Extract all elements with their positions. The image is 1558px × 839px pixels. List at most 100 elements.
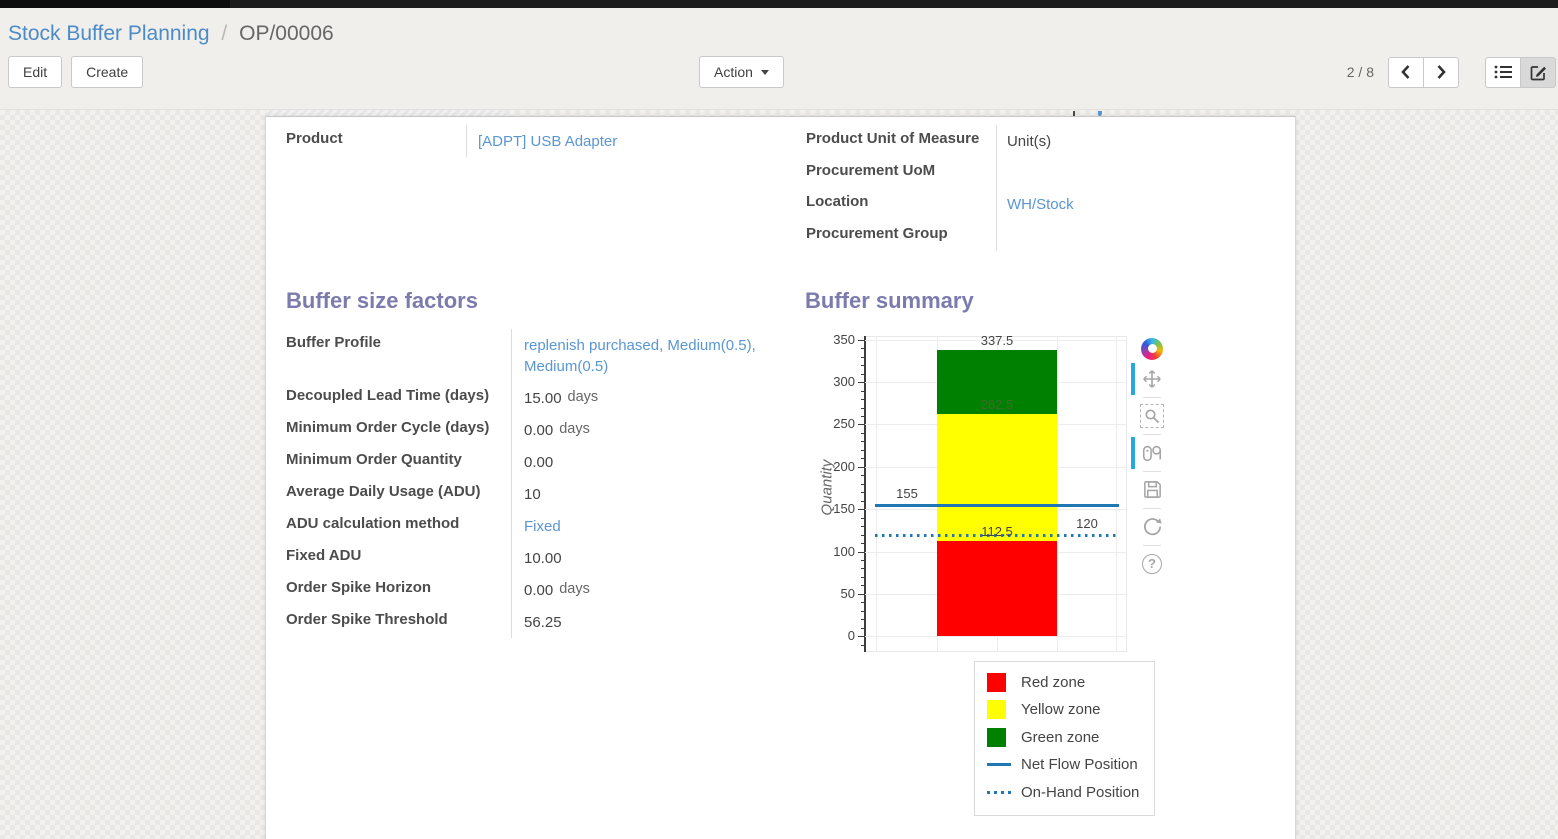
v-gridline [1057,335,1058,652]
breadcrumb-separator: / [221,22,228,45]
action-label: Action [714,64,753,80]
legend-swatch [987,727,1021,747]
pan-icon[interactable] [1131,362,1165,395]
field-value: Unit(s) [997,125,1295,157]
y-tick-label: 50 [840,585,855,601]
form-view-button[interactable] [1520,56,1556,88]
legend-swatch [987,700,1021,720]
field-label: Average Daily Usage (ADU) [286,478,512,511]
y-axis-label: Quantity [818,459,836,515]
legend-swatch [987,790,1021,794]
list-view-button[interactable] [1485,56,1521,88]
field-value: 10 [512,478,791,510]
field-label: Buffer Profile [286,328,512,382]
save-icon[interactable] [1139,477,1165,503]
field-value: 56.25 [512,606,791,638]
plotly-logo-icon[interactable] [1139,336,1165,362]
field-row: ADU calculation method Fixed [286,510,791,543]
red-zone-bar [937,540,1057,637]
field-row: Minimum Order Cycle (days) 0.00 days [286,414,791,447]
legend-item[interactable]: Green zone [987,724,1154,752]
modebar-divider [1143,470,1161,472]
field-value: 0.00 [512,446,791,478]
y-tick-label: 350 [833,331,855,347]
field-row: Minimum Order Quantity 0.00 [286,446,791,479]
modebar-divider [1143,396,1161,398]
y-axis-tick [861,500,865,502]
legend-item[interactable]: Red zone [987,669,1154,697]
y-axis-tick [861,492,865,494]
help-icon[interactable]: ? [1139,551,1165,577]
field-value-text: 56.25 [524,614,562,632]
clipped-text-fragment [1098,111,1102,116]
y-axis-tick [861,356,865,358]
y-axis-tick [861,365,865,367]
zone-value-annotation: 112.5 [981,523,1013,539]
field-value-link[interactable]: Fixed [524,518,561,536]
box-zoom-icon[interactable] [1139,403,1165,429]
field-label: Location [806,187,997,220]
chevron-left-icon [1399,64,1413,80]
y-axis-tick [861,458,865,460]
legend-item[interactable]: Yellow zone [987,696,1154,724]
edit-button[interactable]: Edit [8,56,63,88]
field-value-text: 0.00 [524,422,554,440]
legend-item[interactable]: On-Hand Position [987,779,1154,807]
toggle-hover-icon[interactable] [1131,436,1165,469]
y-axis-line [864,335,866,652]
field-unit-suffix: days [559,421,590,438]
field-row: Location WH/Stock [806,187,1295,220]
field-value: Fixed [512,510,791,542]
y-axis-tick [861,560,865,561]
field-value [997,220,1295,251]
pager-previous-button[interactable] [1388,56,1424,88]
field-row: Procurement Group [806,219,1295,251]
control-panel: Stock Buffer Planning / OP/00006 Edit Cr… [0,8,1558,110]
field-label: Decoupled Lead Time (days) [286,382,512,415]
y-axis-tick [858,339,865,341]
y-axis-tick [861,373,865,375]
buffer-summary-title: Buffer summary [805,287,974,313]
y-axis-tick [861,526,865,528]
general-left-group: Product [ADPT] USB Adapter [286,125,790,157]
y-axis-tick [861,602,865,604]
field-row: Decoupled Lead Time (days) 15.00 days [286,382,791,415]
field-value-link[interactable]: [ADPT] USB Adapter [478,133,618,150]
field-value-text: 10.00 [524,550,562,568]
y-axis-tick [858,382,865,384]
breadcrumb: Stock Buffer Planning / OP/00006 [0,8,1558,46]
field-row: Product [ADPT] USB Adapter [286,125,790,157]
breadcrumb-parent-link[interactable]: Stock Buffer Planning [8,22,210,45]
modebar-divider [1143,433,1161,435]
field-label: Minimum Order Quantity [286,446,512,479]
pager-next-button[interactable] [1423,56,1459,88]
reset-axes-icon[interactable] [1139,514,1165,540]
field-value-text: 10 [524,486,541,504]
y-axis-tick [861,407,865,409]
chart-modebar: ? [1131,334,1167,579]
action-dropdown-button[interactable]: Action [699,56,784,88]
y-axis-tick [861,576,865,578]
y-axis-tick [861,534,865,536]
y-tick-label: 150 [833,501,855,517]
field-row: Order Spike Horizon 0.00 days [286,574,791,607]
y-axis-tick [861,399,865,401]
y-axis-tick [861,585,865,587]
chart-legend: Red zone Yellow zone Green zone Net Flow Po… [974,660,1155,816]
legend-item[interactable]: Net Flow Position [987,751,1154,779]
y-axis-tick [858,551,865,553]
line-value-annotation: 120 [1076,515,1098,531]
legend-label: Green zone [1021,728,1100,746]
h-gridline [865,636,1127,638]
field-label: Product [286,125,467,157]
field-value-link[interactable]: replenish purchased, Medium(0.5), Medium… [524,336,756,376]
legend-label: Yellow zone [1021,701,1101,719]
create-button[interactable]: Create [71,56,144,88]
field-value: 15.00 days [512,382,791,414]
breadcrumb-current: OP/00006 [239,22,334,45]
form-sheet: Product [ADPT] USB Adapter Product Unit o… [265,116,1296,839]
field-value-link[interactable]: WH/Stock [1006,195,1074,213]
view-switcher [1485,56,1556,88]
y-tick-label: 300 [833,374,855,390]
y-axis-tick [861,390,865,392]
